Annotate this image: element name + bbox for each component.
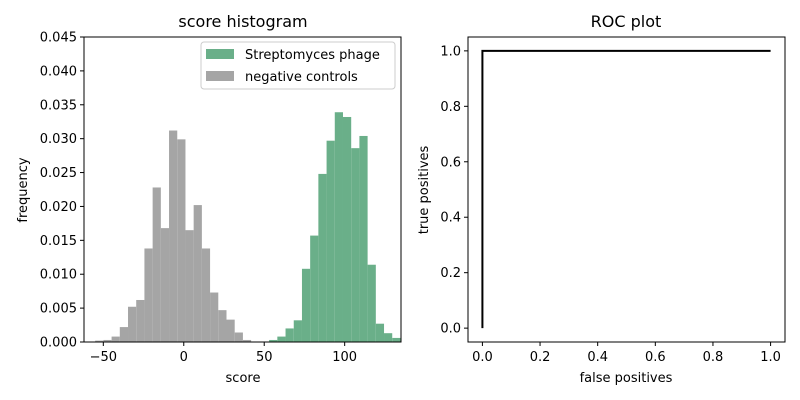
bar-streptomyces-phage-15 — [392, 337, 401, 342]
roc-axes-frame — [467, 36, 786, 343]
bar-negative-controls-17 — [234, 332, 243, 342]
bar-negative-controls-4 — [128, 306, 137, 342]
histogram-axes-frame — [83, 36, 402, 343]
roc-x-label: false positives — [580, 371, 673, 386]
histogram-y-tick-label: 0.025 — [40, 166, 77, 181]
histogram-y-label: frequency — [16, 157, 31, 223]
roc-title: ROC plot — [591, 12, 662, 31]
roc-x-tick-label: 0.2 — [530, 350, 551, 365]
bar-streptomyces-phage-13 — [375, 323, 385, 342]
bar-streptomyces-phage-14 — [384, 333, 393, 342]
roc-y-ticks: 0.0 0.2 0.4 0.6 0.8 1.0 — [440, 44, 468, 337]
bar-negative-controls-1 — [103, 339, 112, 342]
legend-swatch-negative-controls — [206, 71, 234, 81]
roc-y-label: true positives — [417, 145, 432, 234]
bar-streptomyces-phage-8 — [334, 112, 343, 342]
histogram-series-negative-controls — [95, 130, 252, 342]
histogram-y-tick-label: 0.040 — [40, 64, 77, 79]
roc-x-ticks: 0.0 0.2 0.4 0.6 0.8 1.0 — [472, 342, 781, 365]
bar-negative-controls-8 — [160, 228, 170, 342]
legend-box — [200, 41, 396, 90]
bar-negative-controls-6 — [144, 248, 153, 342]
histogram-x-tick-label: 50 — [256, 350, 273, 365]
roc-y-tick-label: 0.4 — [440, 211, 461, 226]
bar-streptomyces-phage-9 — [342, 116, 352, 342]
bar-streptomyces-phage-5 — [310, 235, 319, 342]
legend-label-negative-controls: negative controls — [245, 70, 358, 85]
bar-streptomyces-phage-4 — [301, 268, 311, 342]
bar-negative-controls-0 — [95, 340, 104, 342]
legend-label-streptomyces-phage: Streptomyces phage — [245, 48, 380, 63]
bar-negative-controls-14 — [210, 292, 219, 342]
histogram-y-tick-label: 0.030 — [40, 132, 77, 147]
bar-negative-controls-15 — [218, 310, 227, 342]
roc-x-tick-label: 0.0 — [472, 350, 493, 365]
bar-streptomyces-phage-2 — [285, 328, 294, 342]
roc-y-tick-label: 0.2 — [440, 266, 461, 281]
bar-negative-controls-2 — [111, 336, 120, 342]
bar-negative-controls-12 — [193, 205, 202, 342]
roc-y-tick-label: 1.0 — [440, 44, 461, 59]
roc-series-line — [481, 49, 771, 329]
histogram-series-streptomyces-phage — [269, 112, 401, 342]
histogram-x-tick-label: 100 — [332, 350, 357, 365]
roc-y-tick-label: 0.8 — [440, 100, 461, 115]
histogram-x-tick-label: 0 — [180, 350, 188, 365]
bar-streptomyces-phage-12 — [367, 264, 376, 342]
bar-negative-controls-7 — [152, 187, 161, 342]
roc-panel: ROC plot 0.0 0.2 0.4 0.6 0.8 1.0 0.0 0.2 0.4 0.6… — [417, 12, 786, 386]
histogram-x-ticks: −50 0 50 100 — [90, 342, 357, 365]
histogram-y-tick-label: 0.000 — [40, 336, 77, 351]
bar-streptomyces-phage-6 — [318, 173, 327, 342]
bar-streptomyces-phage-7 — [326, 140, 335, 342]
bar-negative-controls-9 — [169, 130, 178, 342]
roc-x-tick-label: 0.4 — [587, 350, 608, 365]
bar-streptomyces-phage-0 — [269, 339, 278, 342]
bar-streptomyces-phage-3 — [293, 320, 302, 342]
histogram-y-ticks: 0.000 0.005 0.010 0.015 0.020 0.025 0.030 0.035… — [40, 31, 84, 351]
bar-negative-controls-3 — [119, 327, 129, 342]
histogram-y-tick-label: 0.010 — [40, 268, 77, 283]
roc-x-tick-label: 0.8 — [703, 350, 724, 365]
bar-streptomyces-phage-1 — [277, 336, 286, 342]
histogram-y-tick-label: 0.035 — [40, 98, 77, 113]
bar-streptomyces-phage-11 — [359, 135, 368, 342]
histogram-legend: Streptomyces phage negative controls — [200, 41, 396, 90]
bar-negative-controls-5 — [136, 299, 145, 342]
histogram-y-tick-label: 0.005 — [40, 302, 77, 317]
legend-swatch-streptomyces-phage — [206, 49, 234, 59]
roc-x-tick-label: 1.0 — [760, 350, 781, 365]
histogram-y-tick-label: 0.015 — [40, 234, 77, 249]
roc-curve — [481, 49, 771, 329]
bar-negative-controls-10 — [177, 139, 186, 342]
bar-negative-controls-13 — [201, 248, 211, 342]
roc-x-tick-label: 0.6 — [645, 350, 666, 365]
bar-negative-controls-16 — [226, 319, 235, 342]
roc-y-tick-label: 0.6 — [440, 155, 461, 170]
histogram-y-tick-label: 0.045 — [40, 31, 77, 46]
roc-y-tick-label: 0.0 — [440, 322, 461, 337]
histogram-x-tick-label: −50 — [90, 350, 117, 365]
histogram-x-label: score — [226, 371, 261, 386]
histogram-panel: score histogram −50 0 50 100 0.000 0.005 0.01… — [16, 12, 402, 386]
histogram-title: score histogram — [178, 12, 307, 31]
bar-negative-controls-11 — [185, 230, 194, 342]
bar-negative-controls-18 — [242, 339, 252, 342]
bar-streptomyces-phage-10 — [351, 148, 360, 342]
histogram-y-tick-label: 0.020 — [40, 200, 77, 215]
